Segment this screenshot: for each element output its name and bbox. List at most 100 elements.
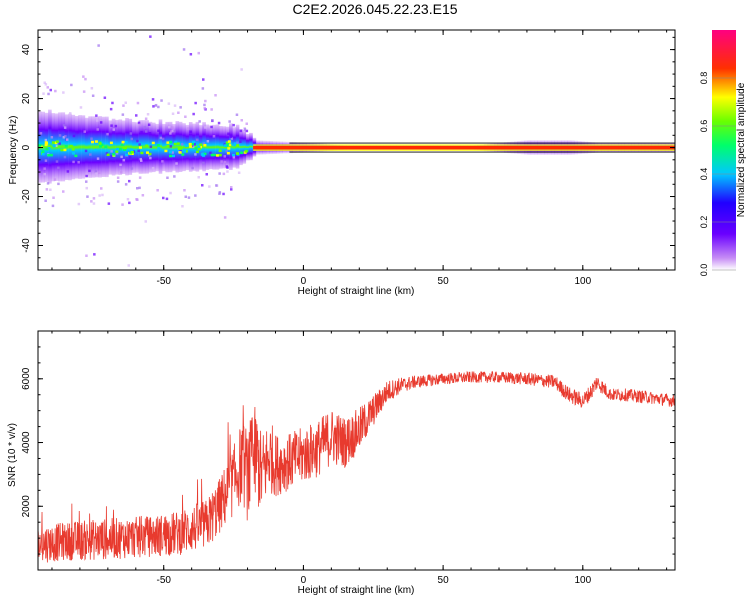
heatmap-core-blob (203, 152, 207, 156)
heatmap-band-column (108, 120, 112, 175)
heatmap-core-blob (203, 144, 207, 147)
heatmap-band-column (71, 114, 76, 180)
heatmap-core-blob (183, 150, 187, 153)
heatmap-speckle (90, 200, 93, 203)
heatmap-speckle (64, 308, 67, 311)
snr-series-line (38, 370, 675, 563)
heatmap-speckle (95, 114, 98, 117)
heatmap-speckle (44, 159, 48, 162)
heatmap-speckle (39, 111, 42, 114)
heatmap-band-column (141, 120, 146, 174)
heatmap-speckle (138, 186, 141, 190)
colorbar-tick-label: 0.0 (699, 264, 709, 277)
heatmap-speckle (85, 180, 88, 183)
heatmap-speckle (136, 139, 139, 143)
heatmap-band-column (135, 122, 139, 173)
heatmap-speckle (243, 128, 247, 131)
heatmap-speckle (193, 143, 196, 146)
heatmap-speckle (201, 184, 204, 187)
heatmap-speckle (230, 137, 234, 140)
spectrogram-panel: -50 0 50 100 -40 -20 0 20 40 Height of straight… (8, 26, 676, 311)
heatmap-speckle (46, 86, 49, 89)
heatmap-core-blob (71, 148, 75, 151)
heatmap-speckle (169, 145, 173, 148)
heatmap-speckle (105, 152, 109, 155)
heatmap-band-column (182, 123, 186, 172)
heatmap-speckle (212, 135, 216, 138)
heatmap-core-blob (164, 149, 168, 153)
heatmap-speckle (85, 186, 88, 190)
heatmap-core-blob (44, 141, 48, 144)
snr-x-ticks: -50 0 50 100 (51, 331, 668, 586)
heatmap-speckle (138, 176, 142, 179)
heatmap-core-blob (94, 140, 98, 143)
heatmap-speckle (186, 127, 190, 130)
heatmap-speckle (129, 156, 132, 159)
heatmap-speckle (90, 87, 94, 90)
heatmap-speckle (137, 149, 140, 153)
heatmap-speckle (171, 126, 174, 129)
heatmap-speckle (136, 198, 139, 201)
heatmap-core-blob (93, 148, 97, 152)
heatmap-speckle (175, 162, 178, 165)
heatmap-speckle (151, 98, 155, 101)
heatmap-core-blob (146, 151, 149, 154)
heatmap-speckle (171, 129, 174, 133)
heatmap-speckle (65, 272, 68, 275)
colorbar-tick-label: 0.4 (699, 168, 709, 181)
heatmap-speckle (72, 160, 75, 164)
heatmap-band-column (61, 112, 66, 182)
heatmap-speckle (177, 111, 180, 114)
heatmap-speckle (96, 119, 99, 122)
heatmap-band-column (91, 116, 96, 178)
heatmap-speckle (64, 135, 67, 138)
heatmap-speckle (204, 99, 207, 103)
heatmap-speckle (215, 184, 218, 187)
heatmap-speckle (110, 150, 113, 153)
heatmap-speckle (139, 157, 142, 161)
heatmap-speckle (230, 186, 233, 189)
heatmap-speckle (127, 264, 130, 267)
heatmap-core-blob (130, 151, 134, 154)
heatmap-speckle (49, 188, 52, 191)
heatmap-core-blob (52, 144, 56, 148)
heatmap-band-column (84, 117, 89, 177)
heatmap-speckle (51, 204, 55, 208)
heatmap-core-blob (99, 145, 102, 148)
heatmap-band-column (215, 124, 220, 170)
heatmap-speckle (211, 119, 214, 122)
heatmap-speckle (184, 115, 187, 118)
heatmap-speckle (112, 128, 115, 131)
heatmap-core-blob (74, 154, 78, 158)
heatmap-speckle (82, 90, 86, 93)
heatmap-speckle (43, 172, 46, 176)
heatmap-speckle (124, 283, 127, 286)
heatmap-speckle (103, 96, 107, 99)
heatmap-speckle (151, 166, 155, 170)
heatmap-speckle (166, 176, 169, 179)
heatmap-core-blob (145, 144, 149, 147)
y-tick-label: 6000 (21, 367, 32, 390)
heatmap-speckle (205, 173, 208, 176)
heatmap-core-blob (55, 140, 59, 143)
heatmap-band-column (115, 119, 119, 175)
heatmap-core-blob (218, 149, 222, 152)
heatmap-core-blob (199, 143, 203, 146)
heatmap-speckle (218, 192, 221, 195)
x-tick-label: 0 (301, 276, 307, 287)
heatmap-core-blob (236, 144, 240, 147)
heatmap-core-blob (244, 150, 248, 153)
heatmap-speckle (55, 144, 58, 148)
heatmap-speckle (149, 156, 152, 160)
heatmap-speckle (109, 107, 113, 111)
heatmap-speckle (217, 121, 221, 125)
heatmap-core-blob (41, 152, 45, 156)
heatmap-core-blob (210, 153, 214, 157)
heatmap-speckle (90, 137, 93, 140)
heatmap-speckle (91, 94, 95, 97)
heatmap-core-blob (166, 144, 170, 148)
heatmap-speckle (39, 26, 42, 29)
heatmap-speckle (44, 199, 47, 202)
heatmap-core-blob (240, 151, 244, 154)
